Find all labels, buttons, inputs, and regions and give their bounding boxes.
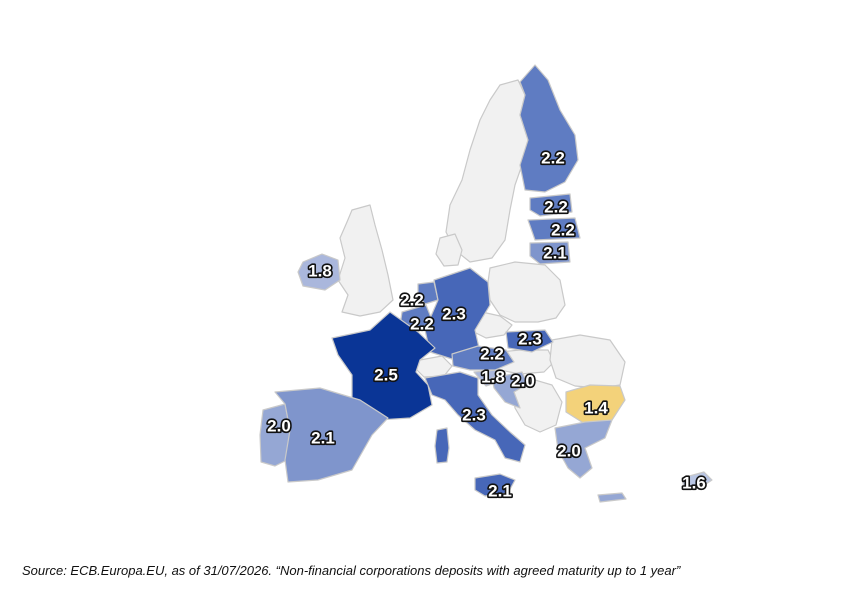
- country-cyprus: [681, 471, 713, 489]
- country-spain: [274, 387, 389, 483]
- label-portugal: 2.0: [267, 417, 291, 436]
- label-cyprus: 1.6: [682, 474, 706, 493]
- region-balkans: [511, 379, 563, 433]
- label-slovenia: 1.8: [481, 368, 505, 387]
- label-austria: 2.2: [480, 345, 504, 364]
- label-slovakia: 2.3: [518, 330, 542, 349]
- label-malta: 2.1: [488, 482, 512, 501]
- country-lithuania: [529, 241, 571, 265]
- country-finland: [519, 64, 579, 193]
- country-croatia: [491, 371, 529, 409]
- label-france: 2.5: [374, 366, 398, 385]
- label-italy: 2.3: [462, 406, 486, 425]
- region-romania: [549, 334, 626, 389]
- map-svg: 2.2 2.2 2.2 2.1 1.8 2.2 2.2 2.3 2.3 2.2 …: [259, 64, 713, 503]
- country-austria: [451, 345, 515, 371]
- label-belgium: 2.2: [410, 315, 434, 334]
- country-slovakia: [505, 329, 554, 353]
- label-finland: 2.2: [541, 149, 565, 168]
- country-ireland: [297, 253, 341, 291]
- label-latvia: 2.2: [551, 221, 575, 240]
- label-lithuania: 2.1: [543, 244, 567, 263]
- label-spain: 2.1: [311, 429, 335, 448]
- country-netherlands: [417, 281, 439, 305]
- label-croatia: 2.0: [511, 372, 535, 391]
- source-note: Source: ECB.Europa.EU, as of 31/07/2026.…: [22, 563, 681, 578]
- europe-map: 2.2 2.2 2.2 2.1 1.8 2.2 2.2 2.3 2.3 2.2 …: [259, 64, 713, 503]
- country-sicily: [474, 473, 516, 497]
- region-norway-sweden: [445, 79, 529, 263]
- country-italy: [424, 371, 526, 463]
- country-bulgaria: [565, 384, 626, 425]
- region-great-britain: [337, 204, 394, 317]
- label-bulgaria: 1.4: [584, 399, 608, 418]
- label-ireland: 1.8: [308, 262, 332, 281]
- country-sardinia: [434, 427, 450, 464]
- label-estonia: 2.2: [544, 198, 568, 217]
- country-estonia: [529, 193, 573, 217]
- data-countries: [259, 64, 713, 503]
- country-latvia: [527, 217, 581, 241]
- label-germany: 2.3: [442, 305, 466, 324]
- label-netherlands: 2.2: [400, 291, 424, 310]
- region-denmark: [435, 233, 463, 267]
- value-labels: 2.2 2.2 2.2 2.1 1.8 2.2 2.2 2.3 2.3 2.2 …: [266, 147, 708, 502]
- region-poland: [487, 261, 566, 323]
- country-crete: [597, 492, 627, 503]
- country-greece: [554, 419, 613, 479]
- label-greece: 2.0: [557, 442, 581, 461]
